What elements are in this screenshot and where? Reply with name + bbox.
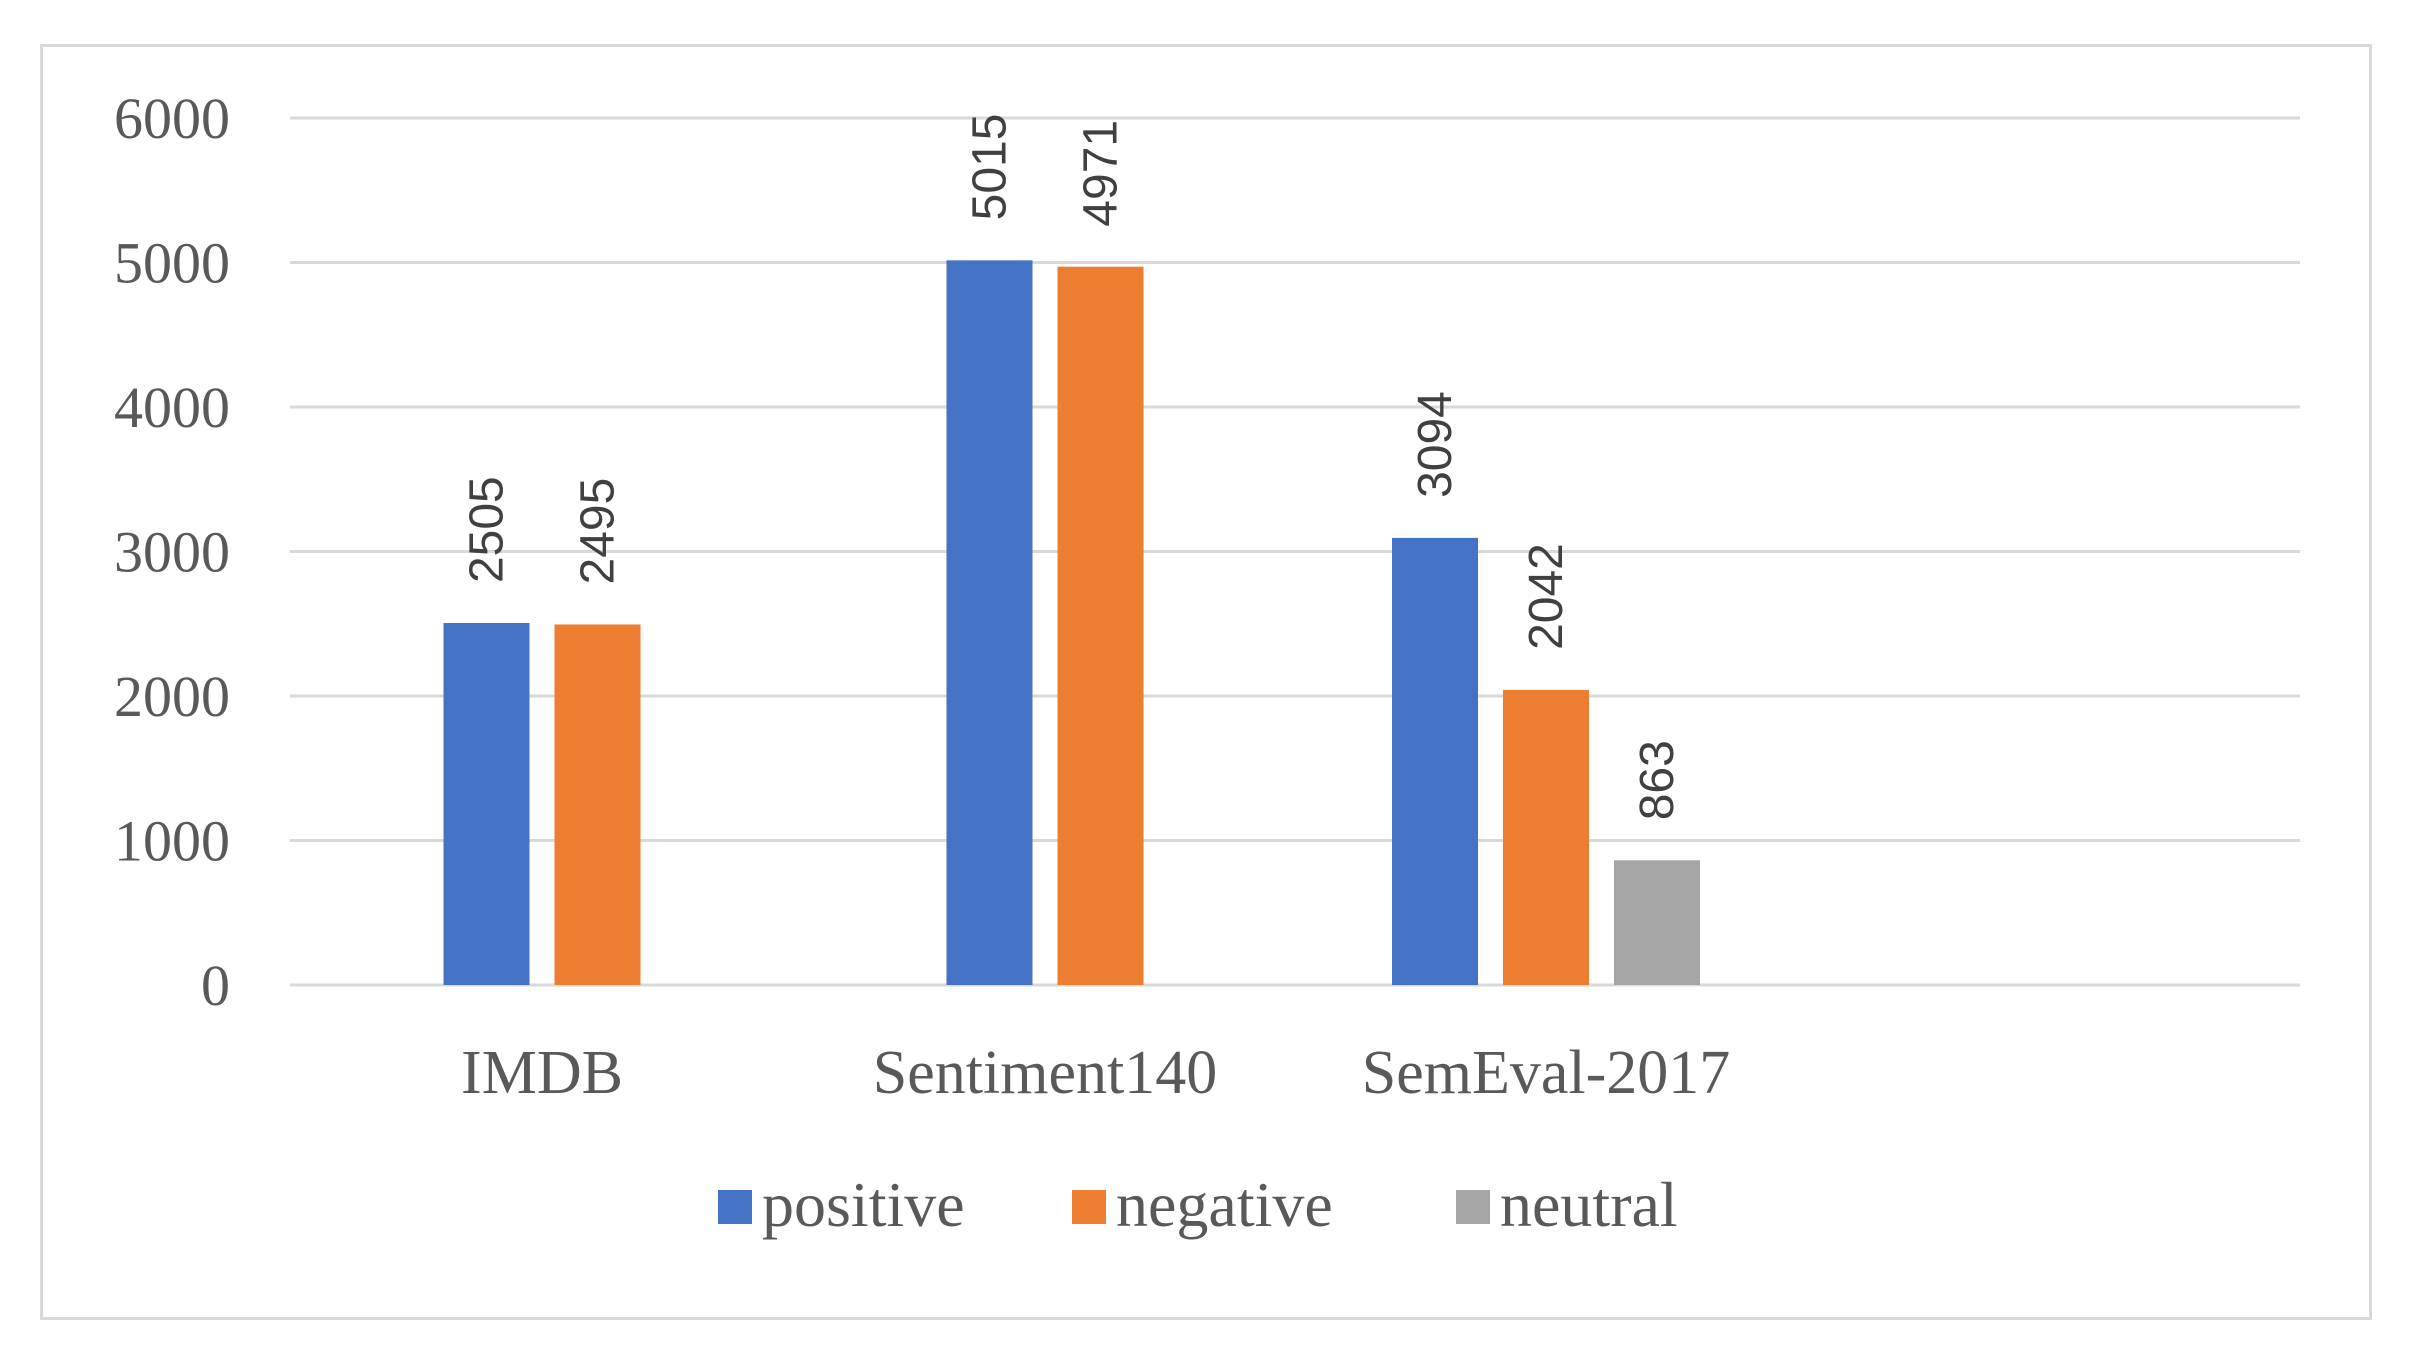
legend-label-negative: negative	[1116, 1169, 1333, 1240]
legend-swatch-negative	[1072, 1190, 1106, 1224]
y-tick-label: 2000	[114, 664, 230, 729]
bar-imdb-positive	[443, 623, 530, 985]
data-label: 2505	[461, 476, 514, 583]
data-labels: 2505 2495 5015 4971 3094 2042 863	[461, 114, 1685, 821]
data-label: 2495	[572, 478, 625, 585]
bar-sentiment140-negative	[1057, 266, 1144, 985]
y-axis-ticks: 0 1000 2000 3000 4000 5000 6000	[114, 86, 230, 1018]
legend-label-positive: positive	[762, 1169, 965, 1240]
x-axis-categories: IMDB Sentiment140 SemEval-2017	[461, 1039, 1730, 1107]
bars	[443, 260, 1700, 985]
bar-sentiment140-positive	[946, 260, 1033, 985]
y-tick-label: 3000	[114, 520, 230, 585]
data-label: 863	[1631, 740, 1684, 820]
data-label: 2042	[1520, 543, 1573, 650]
data-label: 4971	[1075, 120, 1128, 227]
data-label: 5015	[964, 114, 1017, 221]
y-tick-label: 1000	[114, 809, 230, 874]
legend-swatch-positive	[718, 1190, 752, 1224]
x-category-label: IMDB	[461, 1039, 623, 1107]
y-tick-label: 6000	[114, 86, 230, 151]
chart-frame	[40, 44, 2372, 1320]
x-category-label: SemEval-2017	[1362, 1039, 1731, 1107]
x-category-label: Sentiment140	[873, 1039, 1217, 1107]
bar-semeval-2017-neutral	[1614, 860, 1700, 985]
y-tick-label: 5000	[114, 231, 230, 296]
legend: positive negative neutral	[718, 1169, 1678, 1240]
legend-swatch-neutral	[1456, 1190, 1490, 1224]
bar-imdb-negative	[554, 624, 641, 985]
y-tick-label: 4000	[114, 375, 230, 440]
data-label: 3094	[1409, 391, 1462, 498]
bar-semeval-2017-negative	[1503, 689, 1589, 985]
legend-label-neutral: neutral	[1500, 1169, 1678, 1240]
y-tick-label: 0	[201, 953, 230, 1018]
bar-semeval-2017-positive	[1392, 537, 1478, 985]
